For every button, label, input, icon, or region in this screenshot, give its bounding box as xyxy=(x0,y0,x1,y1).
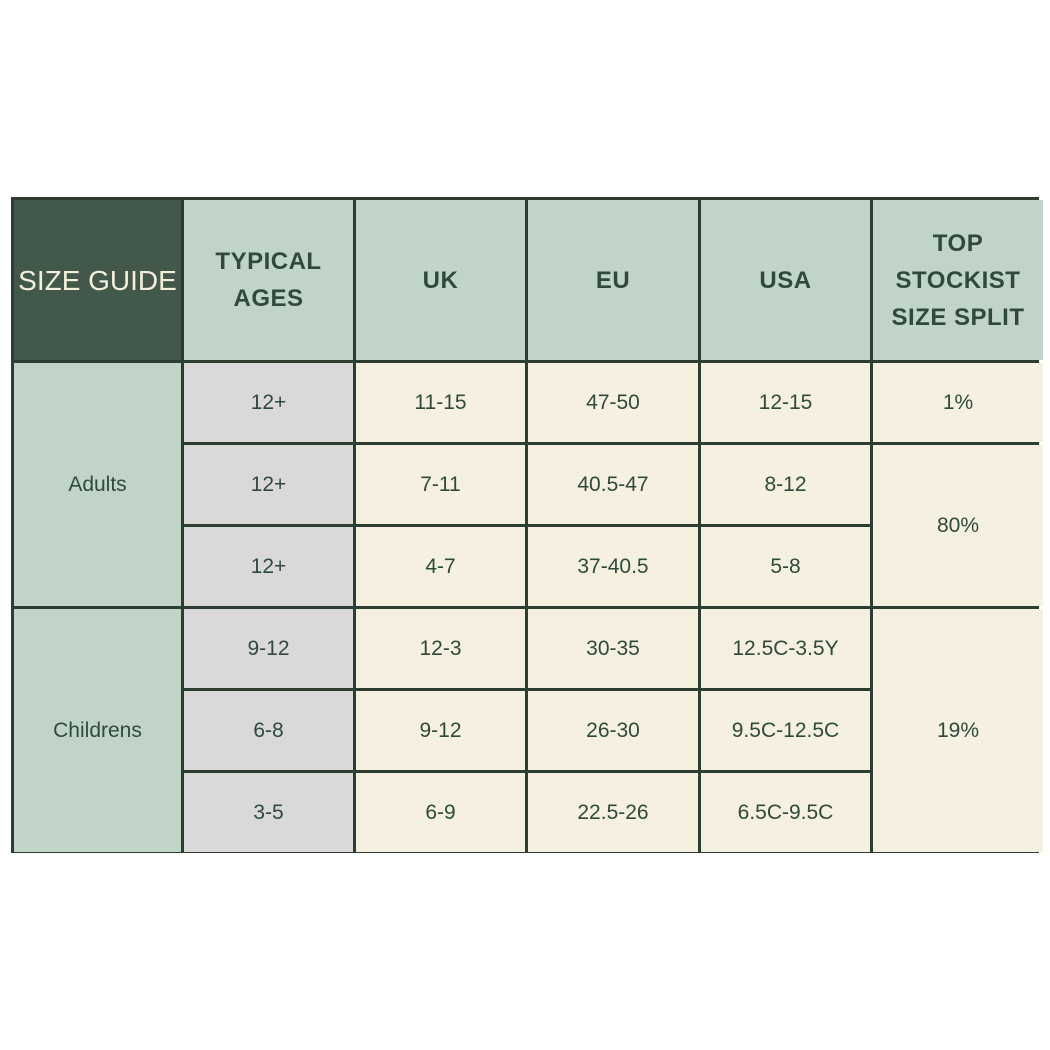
split-cell: 1% xyxy=(873,363,1043,442)
header-uk: UK xyxy=(356,200,525,360)
header-eu: EU xyxy=(528,200,698,360)
usa-cell: 9.5C-12.5C xyxy=(701,691,870,770)
header-size-split: TOP STOCKIST SIZE SPLIT xyxy=(873,200,1043,360)
uk-cell: 12-3 xyxy=(356,609,525,688)
uk-cell: 11-15 xyxy=(356,363,525,442)
uk-cell: 4-7 xyxy=(356,527,525,606)
usa-cell: 12-15 xyxy=(701,363,870,442)
eu-cell: 47-50 xyxy=(528,363,698,442)
eu-cell: 37-40.5 xyxy=(528,527,698,606)
age-cell: 9-12 xyxy=(184,609,353,688)
group-childrens: Childrens xyxy=(14,609,181,852)
usa-cell: 6.5C-9.5C xyxy=(701,773,870,852)
usa-cell: 8-12 xyxy=(701,445,870,524)
eu-cell: 26-30 xyxy=(528,691,698,770)
size-guide-title: SIZE GUIDE xyxy=(14,200,181,360)
usa-cell: 5-8 xyxy=(701,527,870,606)
uk-cell: 6-9 xyxy=(356,773,525,852)
uk-cell: 7-11 xyxy=(356,445,525,524)
age-cell: 3-5 xyxy=(184,773,353,852)
eu-cell: 30-35 xyxy=(528,609,698,688)
uk-cell: 9-12 xyxy=(356,691,525,770)
age-cell: 6-8 xyxy=(184,691,353,770)
age-cell: 12+ xyxy=(184,445,353,524)
split-cell: 80% xyxy=(873,445,1043,606)
eu-cell: 40.5-47 xyxy=(528,445,698,524)
eu-cell: 22.5-26 xyxy=(528,773,698,852)
header-typical-ages: TYPICAL AGES xyxy=(184,200,353,360)
size-guide-table: SIZE GUIDE TYPICAL AGES UK EU USA TOP ST… xyxy=(11,197,1043,853)
usa-cell: 12.5C-3.5Y xyxy=(701,609,870,688)
group-adults: Adults xyxy=(14,363,181,606)
age-cell: 12+ xyxy=(184,527,353,606)
split-cell: 19% xyxy=(873,609,1043,852)
age-cell: 12+ xyxy=(184,363,353,442)
header-usa: USA xyxy=(701,200,870,360)
